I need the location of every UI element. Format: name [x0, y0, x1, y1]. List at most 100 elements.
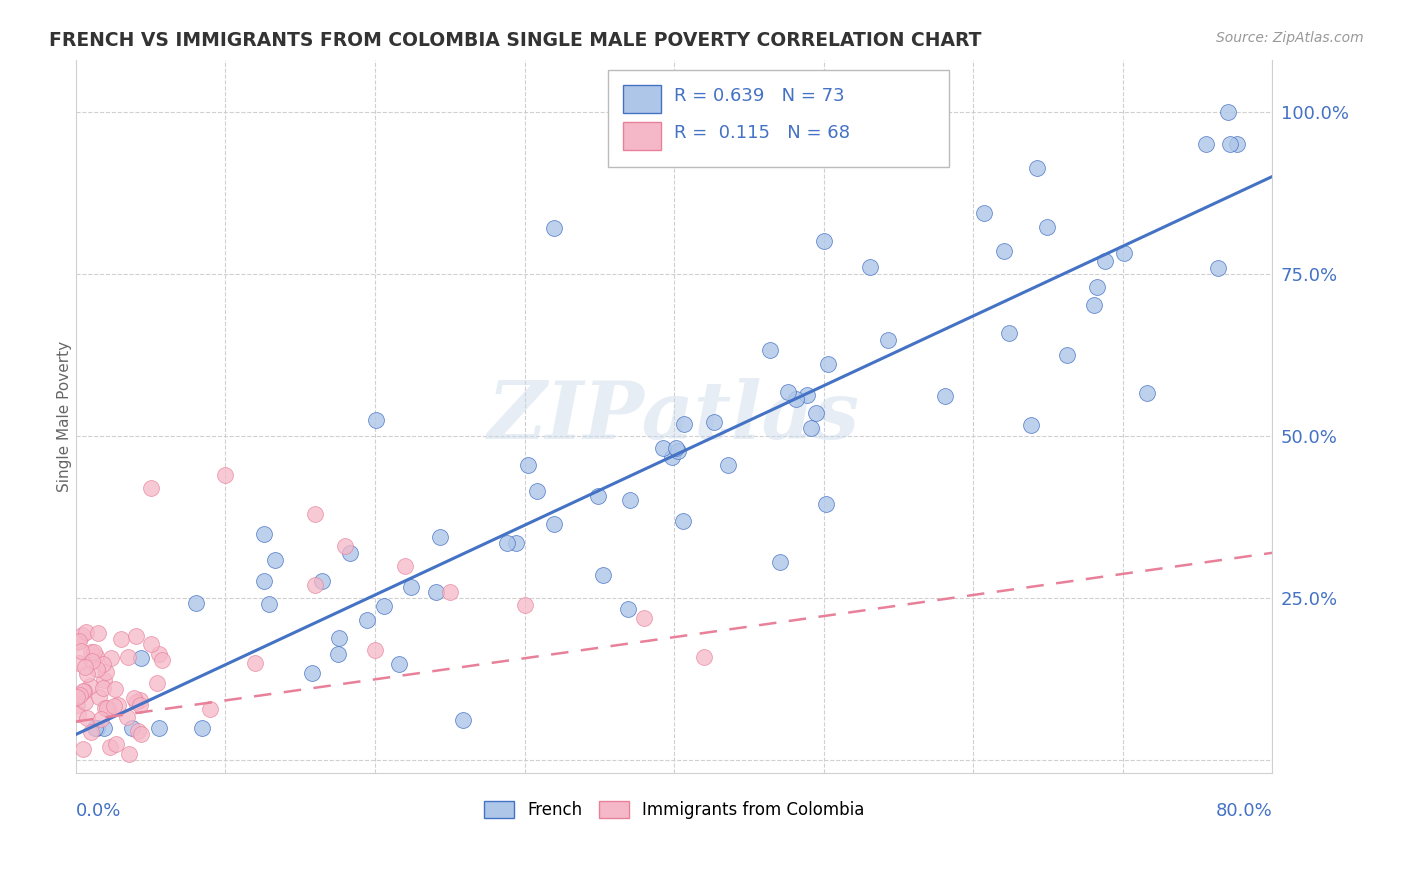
- Point: [785, 392, 807, 406]
- Point: [245, 656, 267, 670]
- Point: [91, 681, 114, 695]
- FancyBboxPatch shape: [623, 85, 661, 113]
- Point: [93, 657, 115, 671]
- Point: [1056, 348, 1078, 362]
- Point: [84, 721, 107, 735]
- Point: [148, 721, 170, 735]
- Point: [104, 682, 127, 697]
- Point: [66, 707, 89, 722]
- Point: [83, 645, 105, 659]
- Point: [633, 610, 655, 624]
- FancyBboxPatch shape: [609, 70, 949, 167]
- Point: [76, 710, 98, 724]
- Point: [93, 721, 115, 735]
- Point: [693, 649, 716, 664]
- Point: [79, 679, 101, 693]
- Point: [1083, 298, 1105, 312]
- Point: [115, 709, 138, 723]
- Point: [1219, 137, 1241, 152]
- Point: [998, 326, 1021, 340]
- Point: [139, 637, 162, 651]
- Point: [121, 721, 143, 735]
- Point: [543, 516, 565, 531]
- Point: [592, 568, 614, 582]
- Point: [339, 546, 361, 560]
- Point: [75, 659, 97, 673]
- Point: [73, 684, 96, 698]
- Point: [425, 584, 447, 599]
- Point: [304, 578, 326, 592]
- Text: ZIPatlas: ZIPatlas: [488, 378, 860, 455]
- Point: [67, 633, 90, 648]
- Point: [301, 665, 323, 680]
- Point: [103, 698, 125, 713]
- Point: [131, 651, 153, 665]
- Point: [859, 260, 882, 274]
- Point: [586, 489, 609, 503]
- Point: [184, 596, 207, 610]
- Point: [79, 724, 101, 739]
- Point: [80, 654, 103, 668]
- Text: FRENCH VS IMMIGRANTS FROM COLOMBIA SINGLE MALE POVERTY CORRELATION CHART: FRENCH VS IMMIGRANTS FROM COLOMBIA SINGL…: [49, 31, 981, 50]
- Point: [129, 727, 152, 741]
- Point: [125, 695, 148, 709]
- Point: [1094, 253, 1116, 268]
- Point: [75, 625, 97, 640]
- Point: [328, 632, 350, 646]
- Point: [394, 558, 416, 573]
- Point: [333, 539, 356, 553]
- Point: [125, 628, 148, 642]
- Point: [526, 483, 548, 498]
- Point: [80, 645, 103, 659]
- Point: [69, 688, 91, 702]
- Point: [90, 712, 112, 726]
- Point: [543, 221, 565, 235]
- Point: [373, 599, 395, 613]
- Text: R = 0.639   N = 73: R = 0.639 N = 73: [673, 87, 845, 105]
- Point: [388, 657, 411, 672]
- Point: [66, 698, 89, 712]
- FancyBboxPatch shape: [623, 121, 661, 150]
- Point: [253, 574, 276, 588]
- Point: [364, 413, 387, 427]
- Legend: French, Immigrants from Colombia: French, Immigrants from Colombia: [477, 794, 872, 826]
- Point: [253, 527, 276, 541]
- Point: [759, 343, 782, 357]
- Point: [1226, 136, 1249, 151]
- Point: [76, 667, 98, 681]
- Point: [107, 698, 129, 712]
- Point: [127, 723, 149, 738]
- Point: [67, 656, 90, 670]
- Point: [214, 467, 236, 482]
- Point: [814, 498, 837, 512]
- Point: [776, 385, 799, 400]
- Point: [1085, 280, 1108, 294]
- Point: [703, 415, 725, 429]
- Point: [304, 507, 326, 521]
- Text: R =  0.115   N = 68: R = 0.115 N = 68: [673, 124, 851, 142]
- Point: [451, 713, 474, 727]
- Point: [1019, 417, 1042, 432]
- Text: Source: ZipAtlas.com: Source: ZipAtlas.com: [1216, 31, 1364, 45]
- Point: [264, 552, 287, 566]
- Point: [139, 481, 162, 495]
- Point: [1216, 104, 1239, 119]
- Point: [429, 530, 451, 544]
- Point: [98, 740, 121, 755]
- Point: [96, 700, 118, 714]
- Point: [666, 444, 689, 458]
- Point: [1206, 260, 1229, 275]
- Point: [813, 235, 835, 249]
- Point: [89, 690, 111, 705]
- Point: [804, 406, 827, 420]
- Point: [86, 663, 108, 677]
- Point: [993, 244, 1015, 258]
- Point: [117, 649, 139, 664]
- Point: [717, 458, 740, 472]
- Text: 0.0%: 0.0%: [76, 802, 121, 820]
- Point: [876, 333, 898, 347]
- Point: [401, 580, 423, 594]
- Point: [1114, 246, 1136, 260]
- Point: [356, 613, 378, 627]
- Point: [661, 450, 683, 465]
